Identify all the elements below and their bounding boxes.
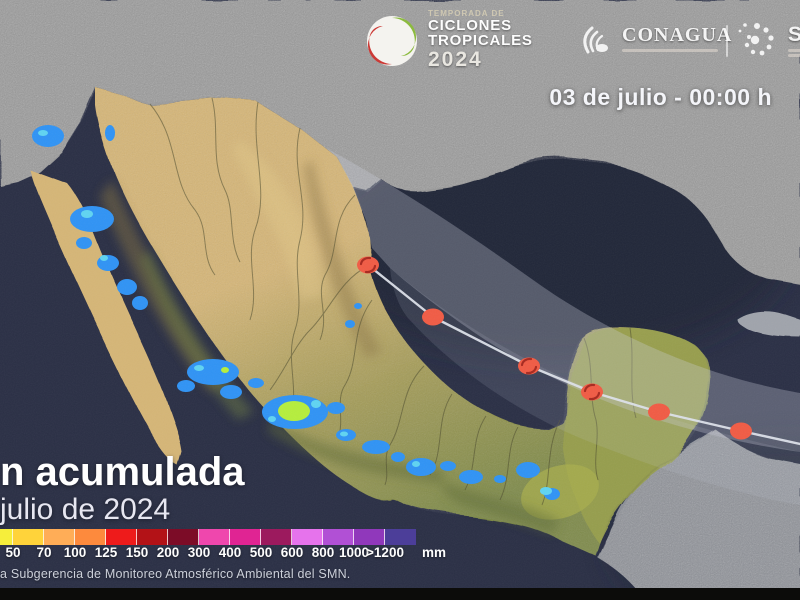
precipitation-info-panel: n acumulada julio de 2024 (0, 452, 470, 526)
legend-color-cell (0, 529, 13, 545)
legend-tick-label: 50 (5, 545, 21, 560)
legend-color-cell (44, 529, 75, 545)
cyclone-season-swirl-icon (367, 16, 417, 67)
precipitation-legend-labels: 50 70 100 125 150 200 300 400 500 600 800 1000 >1200… (0, 545, 470, 563)
legend-color-cell (75, 529, 106, 545)
legend-color-cell (261, 529, 292, 545)
legend-tick-label: 125 (94, 545, 118, 560)
smn-wordmark: SMN (788, 23, 800, 46)
source-credit: a Subgerencia de Monitoreo Atmosférico A… (0, 567, 351, 581)
conagua-logo: CONAGUA (578, 20, 732, 56)
legend-color-cell (385, 529, 416, 545)
conagua-tagline (622, 49, 718, 52)
panel-title: n acumulada (0, 450, 245, 494)
cyclone-season-logo: TEMPORADA DE CICLONES TROPICALES 2024 (366, 9, 533, 71)
smn-tagline-1 (788, 49, 800, 52)
legend-tick-label: 150 (125, 545, 149, 560)
legend-color-cell (106, 529, 137, 545)
season-logo-line1: CICLONES (428, 17, 512, 35)
legend-tick-label: 300 (187, 545, 211, 560)
season-logo-kicker: TEMPORADA DE (428, 9, 505, 18)
legend-color-cell (354, 529, 385, 545)
legend-color-cell (199, 529, 230, 545)
legend-tick-label: >1200 (366, 545, 404, 560)
legend-tick-label: 1000 (338, 545, 370, 560)
legend-unit-label: mm (421, 545, 447, 560)
panel-subtitle: julio de 2024 (0, 493, 171, 526)
legend-color-cell (292, 529, 323, 545)
legend-color-cell (230, 529, 261, 545)
smn-tagline-2 (788, 54, 800, 57)
legend-tick-label: 70 (36, 545, 52, 560)
logo-divider (726, 25, 728, 57)
legend-tick-label: 100 (63, 545, 87, 560)
legend-color-cell (323, 529, 354, 545)
conagua-wordmark: CONAGUA (622, 24, 733, 46)
bottom-black-bar (0, 588, 800, 600)
season-logo-line2: TROPICALES (428, 32, 533, 50)
legend-tick-label: 200 (156, 545, 180, 560)
legend-tick-label: 600 (280, 545, 304, 560)
smn-spiral-icon (738, 23, 774, 56)
precipitation-legend-bar (0, 529, 416, 545)
legend-color-cell (137, 529, 168, 545)
forecast-datetime: 03 de julio - 00:00 h (549, 84, 772, 110)
legend-color-cell (13, 529, 44, 545)
smn-logo: SMN (736, 16, 800, 64)
legend-tick-label: 800 (311, 545, 335, 560)
legend-tick-label: 500 (249, 545, 273, 560)
legend-tick-label: 400 (218, 545, 242, 560)
conagua-wing-icon (583, 26, 608, 54)
season-logo-year: 2024 (428, 47, 483, 71)
legend-color-cell (168, 529, 199, 545)
